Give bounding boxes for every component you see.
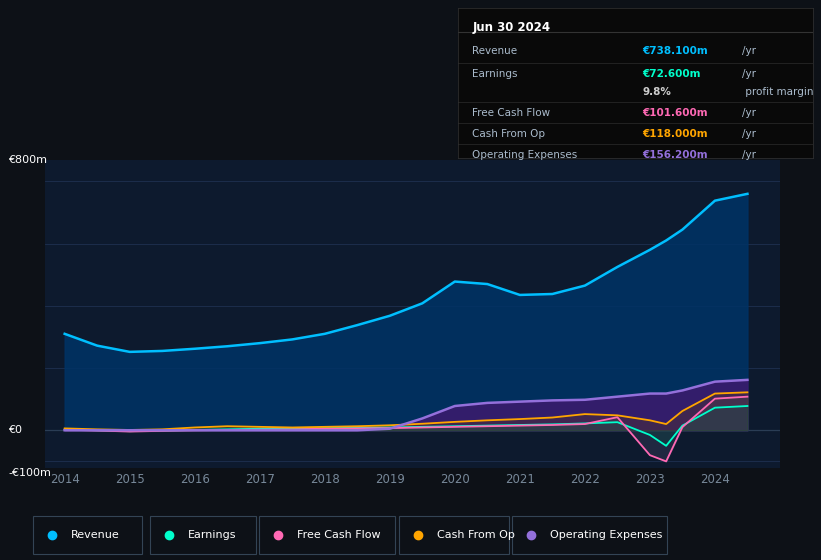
Text: /yr: /yr (742, 46, 756, 57)
Text: Earnings: Earnings (472, 69, 518, 79)
Text: Earnings: Earnings (188, 530, 236, 540)
Text: €738.100m: €738.100m (643, 46, 709, 57)
Text: /yr: /yr (742, 69, 756, 79)
Text: /yr: /yr (742, 108, 756, 118)
Text: €800m: €800m (8, 155, 48, 165)
Text: Cash From Op: Cash From Op (472, 129, 545, 139)
Text: Operating Expenses: Operating Expenses (550, 530, 663, 540)
Text: Revenue: Revenue (71, 530, 119, 540)
Text: €156.200m: €156.200m (643, 150, 709, 160)
Text: /yr: /yr (742, 150, 756, 160)
Text: 9.8%: 9.8% (643, 87, 672, 97)
Text: Revenue: Revenue (472, 46, 517, 57)
Bar (512, 516, 667, 554)
Bar (150, 516, 255, 554)
Text: /yr: /yr (742, 129, 756, 139)
Text: €101.600m: €101.600m (643, 108, 709, 118)
Text: Free Cash Flow: Free Cash Flow (472, 108, 550, 118)
Bar (399, 516, 509, 554)
Text: Cash From Op: Cash From Op (437, 530, 515, 540)
Text: €0: €0 (8, 425, 22, 435)
Bar (33, 516, 142, 554)
Text: Free Cash Flow: Free Cash Flow (297, 530, 381, 540)
Text: €72.600m: €72.600m (643, 69, 701, 79)
Text: -€100m: -€100m (8, 468, 51, 478)
Bar (259, 516, 396, 554)
Text: €118.000m: €118.000m (643, 129, 709, 139)
Text: Operating Expenses: Operating Expenses (472, 150, 577, 160)
Text: profit margin: profit margin (742, 87, 814, 97)
Text: Jun 30 2024: Jun 30 2024 (472, 21, 550, 34)
